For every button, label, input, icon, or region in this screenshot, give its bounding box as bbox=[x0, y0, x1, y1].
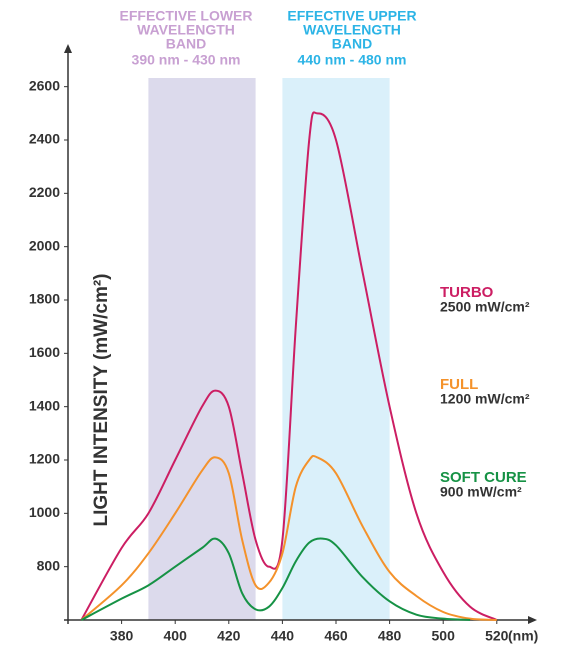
y-axis-arrow bbox=[64, 44, 72, 53]
x-tick-label: 440 bbox=[271, 628, 295, 644]
y-tick-label: 2600 bbox=[29, 77, 60, 93]
band-title: WAVELENGTH bbox=[303, 22, 401, 38]
band-title: EFFECTIVE UPPER bbox=[287, 8, 416, 24]
legend-detail: 900 mW/cm² bbox=[440, 484, 522, 500]
x-tick-label: 400 bbox=[164, 628, 188, 644]
y-tick-label: 1400 bbox=[29, 397, 60, 413]
legend-detail: 2500 mW/cm² bbox=[440, 299, 530, 315]
series-line bbox=[80, 111, 498, 621]
band-range: 440 nm - 480 nm bbox=[298, 52, 407, 68]
x-tick-label: 380 bbox=[110, 628, 134, 644]
band bbox=[148, 78, 256, 620]
band-range: 390 nm - 430 nm bbox=[132, 52, 241, 68]
band bbox=[282, 78, 390, 620]
legend-detail: 1200 mW/cm² bbox=[440, 391, 530, 407]
y-tick-label: 1200 bbox=[29, 451, 60, 467]
x-tick-label: 460 bbox=[324, 628, 348, 644]
legend-name: FULL bbox=[440, 376, 478, 393]
y-axis-label: LIGHT INTENSITY (mW/cm²) bbox=[91, 274, 112, 527]
x-tick-label: 480 bbox=[378, 628, 402, 644]
x-axis-arrow bbox=[528, 616, 537, 624]
legend-name: TURBO bbox=[440, 284, 494, 301]
x-tick-label: 500 bbox=[432, 628, 456, 644]
y-tick-label: 1000 bbox=[29, 504, 60, 520]
band-title: BAND bbox=[166, 36, 206, 52]
y-tick-label: 1800 bbox=[29, 291, 60, 307]
band-title: BAND bbox=[332, 36, 372, 52]
x-axis-unit: (nm) bbox=[508, 628, 538, 644]
y-tick-label: 1600 bbox=[29, 344, 60, 360]
y-tick-label: 2200 bbox=[29, 184, 60, 200]
x-tick-label: 520 bbox=[485, 628, 509, 644]
y-tick-label: 800 bbox=[37, 557, 61, 573]
series-line bbox=[80, 454, 497, 621]
legend-name: SOFT CURE bbox=[440, 469, 527, 486]
band-title: EFFECTIVE LOWER bbox=[120, 8, 253, 24]
x-tick-label: 420 bbox=[217, 628, 241, 644]
series-line bbox=[80, 537, 471, 621]
band-title: WAVELENGTH bbox=[137, 22, 235, 38]
y-tick-label: 2000 bbox=[29, 237, 60, 253]
y-tick-label: 2400 bbox=[29, 131, 60, 147]
